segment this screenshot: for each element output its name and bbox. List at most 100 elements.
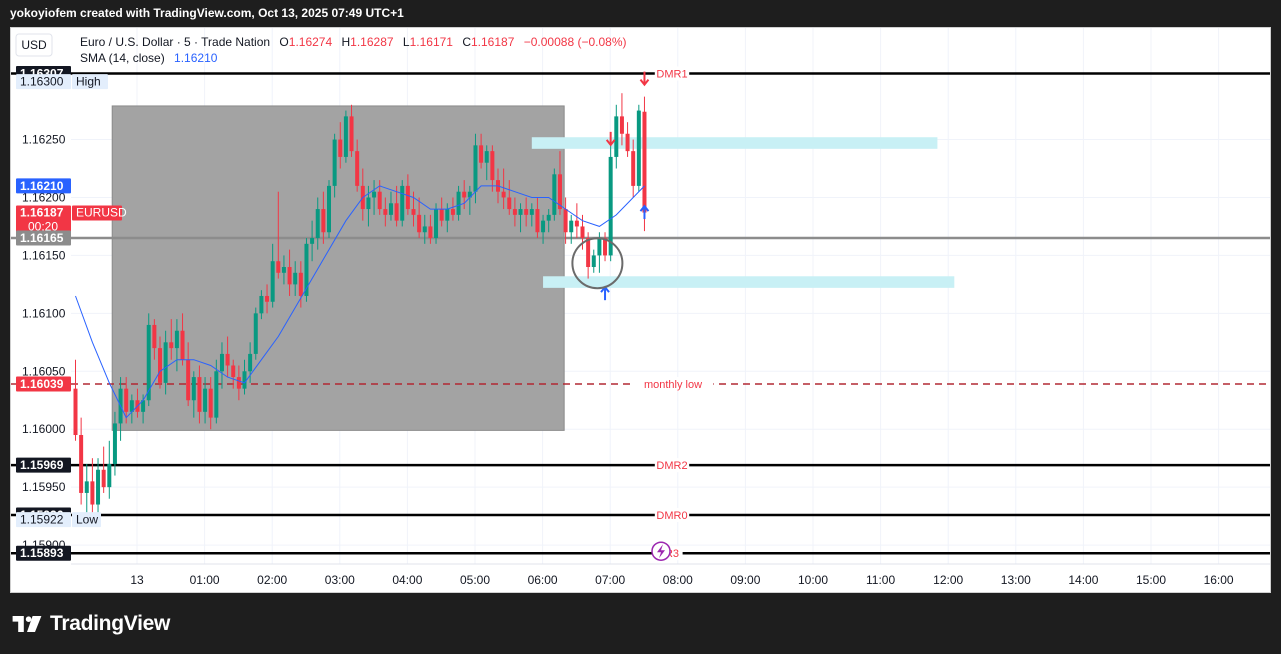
candle[interactable] — [169, 319, 174, 360]
candle[interactable] — [591, 249, 596, 273]
candle[interactable] — [315, 197, 320, 250]
candle[interactable] — [265, 284, 270, 314]
candle[interactable] — [231, 359, 236, 389]
candle[interactable] — [428, 214, 433, 244]
candle[interactable] — [439, 197, 444, 227]
candle[interactable] — [90, 458, 95, 522]
range-box[interactable] — [111, 105, 565, 431]
candle[interactable] — [512, 197, 517, 227]
candle[interactable] — [214, 359, 219, 424]
candle[interactable] — [327, 180, 331, 239]
candle[interactable] — [400, 180, 405, 227]
arrow-down-icon[interactable] — [639, 71, 650, 87]
candle[interactable] — [332, 133, 337, 198]
candle[interactable] — [450, 197, 455, 221]
candle[interactable] — [259, 290, 264, 320]
candle[interactable] — [625, 122, 630, 157]
candle[interactable] — [208, 377, 213, 430]
candle[interactable] — [152, 319, 157, 360]
candle[interactable] — [355, 139, 360, 192]
candle[interactable] — [129, 394, 134, 424]
candle[interactable] — [101, 446, 106, 493]
candle[interactable] — [197, 365, 202, 424]
tradingview-logo[interactable]: TradingView — [12, 612, 170, 636]
candle[interactable] — [242, 359, 247, 395]
candle[interactable] — [84, 463, 89, 517]
price-label[interactable]: 1.15893 — [16, 545, 71, 561]
price-label[interactable]: 1.16300 High — [16, 74, 108, 90]
candle[interactable] — [343, 110, 348, 163]
candle[interactable] — [557, 151, 562, 215]
candle[interactable] — [529, 203, 534, 227]
supply-demand-zone[interactable] — [531, 137, 938, 149]
candle[interactable] — [141, 394, 146, 424]
candle[interactable] — [552, 168, 557, 221]
candle[interactable] — [298, 261, 303, 308]
candle[interactable] — [304, 238, 309, 302]
candle[interactable] — [422, 214, 427, 244]
candle[interactable] — [467, 185, 472, 215]
candle[interactable] — [563, 197, 568, 244]
candle[interactable] — [276, 191, 281, 279]
candle[interactable] — [163, 330, 168, 395]
arrow-up-icon[interactable] — [600, 285, 610, 301]
arrow-up-icon[interactable] — [639, 204, 650, 220]
candle[interactable] — [203, 377, 208, 424]
candle[interactable] — [372, 180, 377, 215]
price-label[interactable]: 1.15922 Low — [16, 512, 101, 528]
candle[interactable] — [383, 197, 388, 227]
candle[interactable] — [107, 440, 112, 499]
candle[interactable] — [619, 93, 624, 146]
candle[interactable] — [518, 203, 523, 233]
candle[interactable] — [636, 104, 641, 192]
candle[interactable] — [186, 342, 191, 407]
candle[interactable] — [270, 243, 275, 308]
symbol-legend[interactable]: Euro / U.S. Dollar · 5 · Trade Nation O1… — [80, 35, 626, 49]
candle[interactable] — [349, 104, 354, 157]
candle[interactable] — [236, 365, 241, 401]
candle[interactable] — [124, 377, 129, 424]
candle[interactable] — [434, 203, 439, 244]
candle[interactable] — [405, 174, 410, 215]
candle[interactable] — [574, 203, 579, 239]
candle[interactable] — [394, 185, 399, 227]
circle-annotation[interactable] — [571, 237, 624, 290]
sma-line[interactable] — [75, 185, 645, 419]
price-label[interactable]: 1.16165 — [16, 230, 71, 246]
arrow-down-icon[interactable] — [605, 131, 616, 147]
chart-frame[interactable]: DMR1 monthly low DMR2 DMR0 R3 1.16250 1.16200… — [10, 27, 1271, 593]
lightning-icon[interactable] — [651, 541, 671, 561]
candle[interactable] — [253, 307, 258, 360]
supply-demand-zone[interactable] — [543, 276, 955, 288]
price-label[interactable]: 1.16039 — [16, 376, 71, 392]
sma-legend[interactable]: SMA (14, close) 1.16210 — [80, 51, 218, 65]
candle[interactable] — [287, 249, 292, 296]
candle[interactable] — [79, 417, 84, 505]
candle[interactable] — [445, 203, 450, 233]
candle[interactable] — [293, 261, 298, 296]
candle[interactable] — [462, 180, 467, 210]
candle[interactable] — [96, 458, 101, 517]
price-label[interactable]: 1.15969 — [16, 457, 71, 473]
currency-button[interactable]: USD — [15, 33, 53, 57]
candle[interactable] — [388, 191, 393, 221]
candle[interactable] — [484, 145, 489, 181]
candle[interactable] — [524, 197, 529, 227]
candle[interactable] — [631, 139, 636, 198]
candle[interactable] — [501, 168, 506, 210]
candle[interactable] — [219, 342, 224, 389]
candle[interactable] — [174, 319, 179, 372]
candle[interactable] — [546, 209, 551, 233]
candle[interactable] — [569, 214, 574, 244]
candle[interactable] — [225, 336, 230, 378]
candle[interactable] — [456, 185, 461, 221]
candle[interactable] — [310, 220, 315, 262]
candle[interactable] — [180, 313, 185, 366]
candle[interactable] — [158, 336, 162, 389]
candle[interactable] — [417, 197, 422, 239]
candle[interactable] — [535, 197, 540, 239]
candle[interactable] — [603, 232, 608, 262]
candle[interactable] — [490, 145, 495, 192]
